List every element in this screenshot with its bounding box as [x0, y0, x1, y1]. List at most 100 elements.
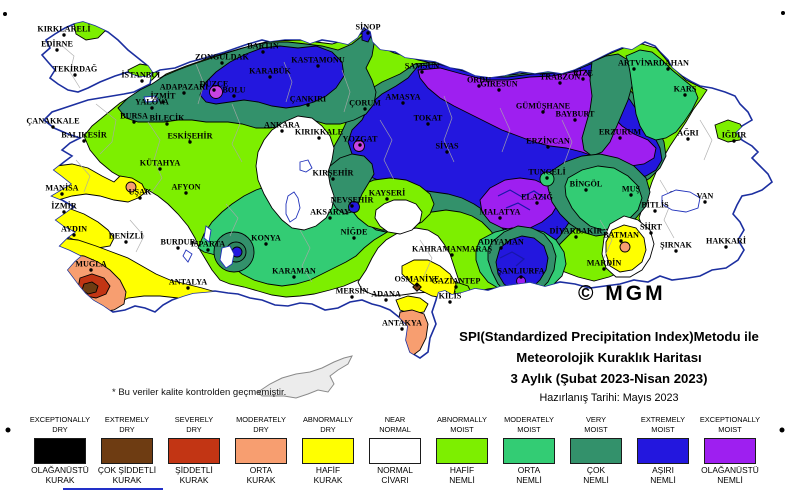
- station-dot: [363, 107, 367, 111]
- city-marker: ADIYAMAN: [478, 238, 524, 250]
- city-marker: IĞDIR: [722, 130, 746, 143]
- city-marker: KONYA: [251, 234, 281, 246]
- city-marker: İZMİT: [150, 91, 176, 104]
- station-dot: [573, 118, 577, 122]
- city-marker: BARTIN: [247, 42, 279, 54]
- city-marker: AFYON: [171, 183, 201, 195]
- city-label: İZMİR: [51, 201, 77, 211]
- station-dot: [264, 242, 268, 246]
- legend-swatch-severely_dry: [168, 438, 220, 464]
- city-label: DİYARBAKIR: [550, 226, 603, 236]
- station-dot: [184, 191, 188, 195]
- city-label: ISPARTA: [191, 240, 226, 249]
- city-label: BURSA: [120, 112, 148, 121]
- city-label: KASTAMONU: [291, 56, 345, 65]
- legend-label-en: EXCEPTIONALLY MOIST: [699, 415, 761, 434]
- city-label: ELAZIĞ: [521, 192, 553, 202]
- station-dot: [182, 91, 186, 95]
- city-marker: AKSARAY: [310, 208, 350, 220]
- legend-label-tr: ORTA KURAK: [246, 465, 276, 485]
- legend-item: MODERATELY DRY ORTA KURAK: [228, 415, 295, 485]
- station-dot: [352, 236, 356, 240]
- region-near-normal-ankara-hole: [255, 115, 335, 231]
- station-dot: [400, 327, 404, 331]
- spot-moderately-dry-usak: [125, 181, 137, 193]
- station-dot: [519, 275, 523, 279]
- city-label: KAHRAMANMARAŞ: [412, 245, 492, 254]
- city-label: ANTALYA: [169, 278, 207, 287]
- city-marker: ÇANAKKALE: [26, 117, 80, 129]
- city-label: ORDU: [467, 76, 491, 85]
- station-dot: [499, 246, 503, 250]
- lake-keban: [497, 189, 547, 211]
- station-dot: [546, 145, 550, 149]
- city-marker: BİLECİK: [149, 113, 185, 126]
- station-dot: [140, 79, 144, 83]
- thrace-outline: [40, 21, 154, 93]
- city-marker: EDİRNE: [41, 39, 73, 52]
- region-moderately-dry-izmir1: [14, 200, 38, 222]
- city-label: BİTLİS: [641, 200, 669, 210]
- city-marker: YALOVA: [135, 98, 169, 110]
- city-marker: ÇANKIRI: [290, 95, 326, 107]
- city-label: TEKİRDAĞ: [53, 64, 98, 74]
- province-borders: [59, 43, 713, 283]
- city-marker: KIRIKKALE: [295, 128, 344, 140]
- station-dot: [535, 201, 539, 205]
- city-marker: KASTAMONU: [291, 56, 345, 68]
- city-marker: ADANA: [371, 290, 401, 302]
- city-marker: ERZURUM: [599, 128, 641, 140]
- city-marker: KIRKLARELİ: [37, 24, 91, 37]
- title-line-1: SPI(Standardized Precipitation Index)Met…: [459, 329, 759, 344]
- legend-label-tr: HAFİF NEMLİ: [449, 465, 475, 485]
- city-label: KIRKLARELİ: [37, 24, 90, 34]
- city-marker: ANTALYA: [169, 278, 207, 290]
- lakes: [143, 95, 701, 269]
- city-label: HAKKARİ: [706, 236, 746, 246]
- city-label: TOKAT: [414, 114, 443, 123]
- title-line-3: 3 Aylık (Şubat 2023-Nisan 2023): [510, 371, 708, 387]
- legend-label-tr: ŞİDDETLİ KURAK: [175, 465, 213, 485]
- station-dot: [632, 67, 636, 71]
- station-dot: [350, 204, 354, 208]
- city-marker: BİNGÖL: [570, 179, 603, 192]
- city-marker: GİRESUN: [480, 79, 518, 92]
- city-marker: RİZE: [573, 68, 594, 81]
- legend-item: NEAR NORMAL NORMAL CİVARI: [362, 415, 429, 485]
- city-marker: VAN: [697, 192, 713, 204]
- city-marker: KÜTAHYA: [140, 159, 180, 171]
- lake-van: [661, 189, 701, 213]
- spot-extremely-dry-osmaniye: [412, 282, 422, 292]
- station-dot: [629, 193, 633, 197]
- city-marker: ŞIRNAK: [660, 241, 693, 253]
- title-line-2: Meteorolojik Kuraklık Haritası: [516, 350, 702, 366]
- city-marker: BAYBURT: [556, 110, 596, 122]
- city-marker: UŞAK: [129, 188, 152, 200]
- legend-swatch-moderately_moist: [503, 438, 555, 464]
- city-label: DENİZLİ: [109, 231, 144, 241]
- city-marker: HAKKARİ: [706, 236, 746, 249]
- city-marker: ELAZIĞ: [521, 192, 554, 205]
- city-label: MARDİN: [587, 258, 622, 268]
- region-extremely-moist-urfa: [495, 235, 549, 293]
- station-dot: [420, 70, 424, 74]
- city-marker: ARTVİN: [618, 58, 650, 71]
- city-label: NEVŞEHİR: [331, 195, 374, 205]
- city-label: BAYBURT: [556, 110, 596, 119]
- station-dot: [686, 137, 690, 141]
- station-dot: [618, 136, 622, 140]
- city-marker: ORDU: [467, 76, 491, 88]
- city-marker: ANKARA: [264, 121, 300, 133]
- city-label: GAZİANTEP: [432, 276, 481, 286]
- station-dot: [73, 73, 77, 77]
- legend-label-tr: NORMAL CİVARI: [377, 465, 413, 485]
- station-dot: [150, 106, 154, 110]
- station-dot: [558, 81, 562, 85]
- station-dot: [385, 197, 389, 201]
- station-dot: [445, 150, 449, 154]
- city-label: BOLU: [222, 86, 245, 95]
- station-dot: [232, 94, 236, 98]
- city-label: GÜMÜŞHANE: [516, 102, 571, 111]
- legend-swatch-near_normal: [369, 438, 421, 464]
